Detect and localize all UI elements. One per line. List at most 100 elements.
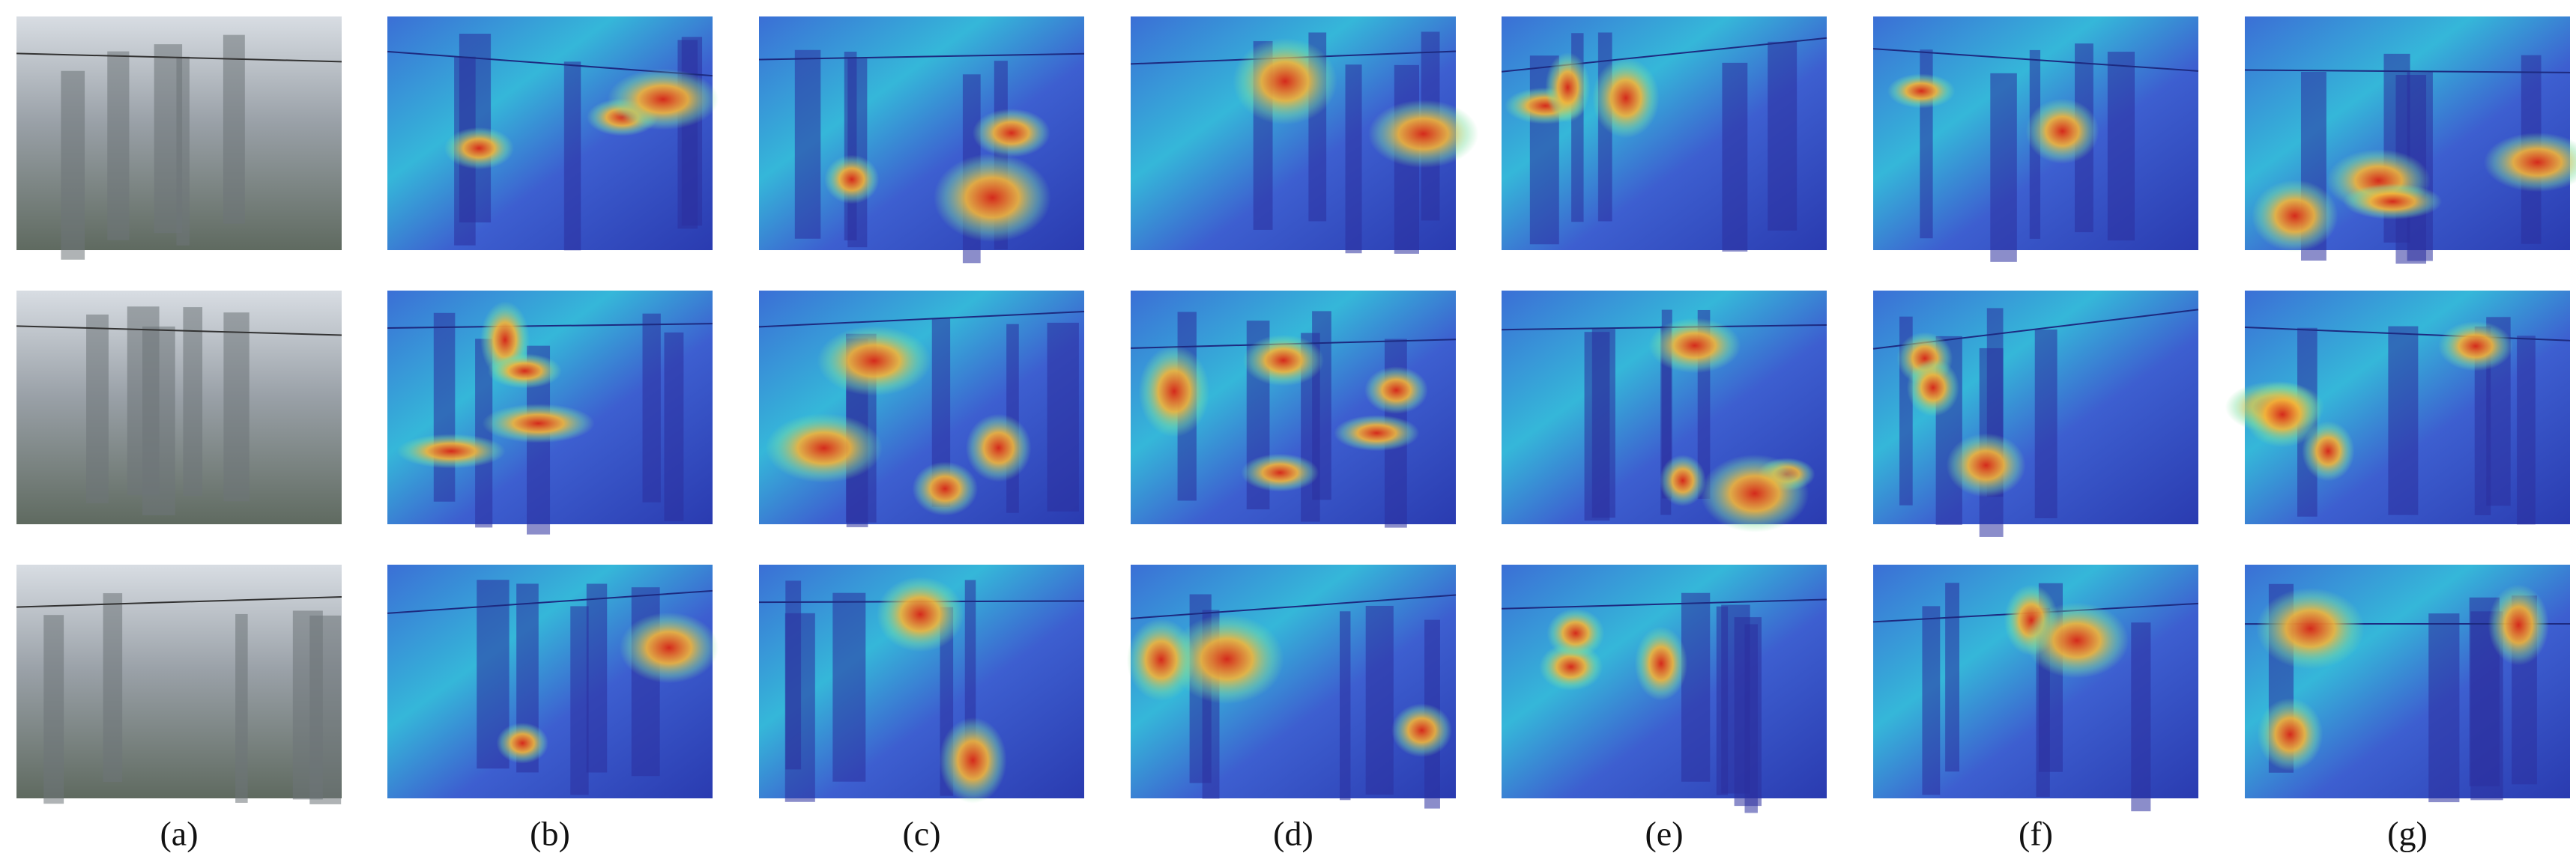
pole <box>127 306 160 496</box>
hot-spot <box>824 154 880 204</box>
hot-spot <box>1545 52 1591 123</box>
hot-spot <box>2483 133 2576 192</box>
hot-spot <box>1233 37 1337 125</box>
hot-spot <box>396 434 506 469</box>
hot-spot <box>2438 321 2513 371</box>
hot-spot <box>1700 454 1809 532</box>
hot-spot <box>1592 58 1660 139</box>
pole <box>86 315 109 504</box>
hot-spot <box>972 108 1050 158</box>
pole <box>1990 73 2017 262</box>
column-label: (f) <box>2019 815 2053 853</box>
pole <box>785 580 802 770</box>
heatmap <box>387 291 713 535</box>
photo <box>16 565 342 804</box>
hot-spot <box>2343 183 2443 220</box>
column-label: (b) <box>530 815 570 853</box>
pole <box>2034 329 2058 518</box>
wire <box>1501 598 1827 610</box>
column-label: (d) <box>1273 815 1313 853</box>
wire <box>2244 326 2571 342</box>
pole <box>292 610 323 800</box>
wire <box>2244 69 2571 73</box>
hot-spot <box>2251 180 2338 252</box>
pole <box>1768 41 1798 231</box>
hot-spot <box>444 127 514 170</box>
pole <box>677 40 698 229</box>
heatmap <box>1872 16 2199 262</box>
hot-spot <box>1906 359 1959 417</box>
pole <box>107 51 130 240</box>
pole <box>1340 611 1351 801</box>
hot-spot <box>1887 73 1956 109</box>
pole <box>183 307 203 497</box>
pole <box>1047 322 1079 512</box>
pole <box>586 583 608 773</box>
pole <box>1716 606 1729 795</box>
heatmap <box>758 291 1085 527</box>
column-label: (a) <box>160 815 198 853</box>
heatmap <box>1872 565 2199 812</box>
hot-spot <box>1334 415 1420 452</box>
hot-spot <box>1634 626 1688 701</box>
hot-spot <box>482 404 595 443</box>
heatmap <box>1501 291 1827 532</box>
heatmap <box>1501 16 1827 252</box>
pole <box>1345 64 1362 254</box>
image-tile <box>387 16 713 250</box>
hot-spot <box>1391 703 1452 758</box>
hot-spot <box>607 68 719 130</box>
image-tile <box>16 291 342 524</box>
hot-spot <box>1241 453 1319 492</box>
hot-spot <box>1138 345 1210 437</box>
pole <box>1922 606 1941 795</box>
heatmap <box>758 16 1085 264</box>
pole <box>2388 326 2419 515</box>
hot-spot <box>1126 618 1196 702</box>
hot-spot <box>2302 421 2355 482</box>
heatmap <box>2225 291 2571 525</box>
hot-spot <box>1242 334 1324 386</box>
heatmap <box>387 565 719 798</box>
pole <box>2428 613 2460 803</box>
heatmap <box>1130 291 1457 528</box>
wire <box>387 589 713 614</box>
heatmap <box>2244 565 2571 803</box>
pole <box>794 49 821 239</box>
hot-spot <box>939 717 1007 804</box>
heatmap <box>2244 16 2576 264</box>
hot-spot <box>817 326 931 396</box>
hot-spot <box>912 461 979 516</box>
hot-spot <box>487 353 562 389</box>
hot-spot <box>2257 698 2323 771</box>
heatmap <box>1501 565 1827 813</box>
photo <box>16 291 342 524</box>
hot-spot <box>1368 100 1479 169</box>
pole <box>154 44 183 234</box>
pole <box>832 592 866 782</box>
hot-spot <box>2488 584 2549 666</box>
hot-spot <box>619 612 719 684</box>
hot-spot <box>933 153 1051 243</box>
hot-spot <box>2025 602 2129 679</box>
pole <box>1744 624 1758 813</box>
pole <box>103 593 123 783</box>
wire <box>16 596 342 608</box>
hot-spot <box>496 722 549 764</box>
hot-spot <box>1170 614 1284 705</box>
wire <box>387 323 713 330</box>
pole <box>1945 583 1959 772</box>
heatmap <box>758 565 1085 804</box>
pole <box>1584 332 1610 521</box>
pole <box>235 613 248 803</box>
column-label: (c) <box>902 815 940 853</box>
hot-spot <box>876 576 964 652</box>
pole <box>43 615 64 804</box>
image-tile <box>16 565 342 798</box>
hot-spot <box>1946 433 2026 497</box>
hot-spot <box>2256 587 2365 670</box>
pole <box>1365 605 1394 795</box>
pole <box>642 313 661 503</box>
pole <box>61 70 85 260</box>
